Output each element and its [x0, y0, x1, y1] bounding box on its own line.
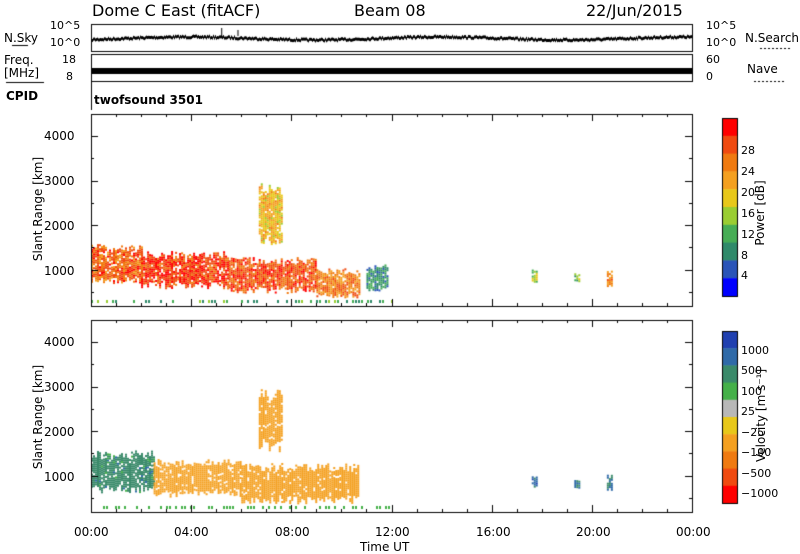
xtick-1200: 12:00 — [375, 525, 410, 539]
xtick-0000-end: 00:00 — [676, 525, 711, 539]
power-cbar-tick-16: 16 — [741, 207, 755, 220]
power-colorbar-label: Power [dB] — [753, 180, 767, 246]
vel-cbar-tick-25: 25 — [741, 405, 755, 418]
power-cbar-tick-20: 20 — [741, 186, 755, 199]
power-ytick-4000: 4000 — [44, 129, 75, 143]
freq-tick-top: 18 — [62, 53, 76, 66]
power-ytick-1000: 1000 — [44, 264, 75, 278]
xtick-2000: 20:00 — [576, 525, 611, 539]
nsky-label: N.Sky — [4, 31, 39, 45]
nsearch-label: N.Search — [745, 31, 800, 45]
nave-tick-top: 60 — [706, 53, 720, 66]
power-cbar-tick-24: 24 — [741, 165, 755, 178]
xtick-0000: 00:00 — [74, 525, 109, 539]
date-label: 22/Jun/2015 — [586, 1, 683, 20]
power-ytick-3000: 3000 — [44, 174, 75, 188]
cpid-label: CPID — [6, 89, 39, 103]
power-cbar-tick-12: 12 — [741, 228, 755, 241]
freq-tick-bottom: 8 — [66, 70, 73, 83]
nsearch-tick-bottom: 10^0 — [706, 36, 737, 49]
velocity-ytick-3000: 3000 — [44, 380, 75, 394]
velocity-ytick-1000: 1000 — [44, 470, 75, 484]
x-axis-label: Time UT — [360, 540, 410, 554]
vel-cbar-tick-100: 100 — [741, 385, 762, 398]
cpid-value: twofsound 3501 — [94, 93, 203, 107]
power-cbar-tick-8: 8 — [741, 249, 748, 262]
station-title: Dome C East (fitACF) — [92, 1, 261, 20]
power-ytick-2000: 2000 — [44, 219, 75, 233]
nsky-tick-top: 10^5 — [50, 19, 81, 32]
nave-tick-bottom: 0 — [706, 70, 713, 83]
velocity-ytick-4000: 4000 — [44, 335, 75, 349]
power-cbar-tick-28: 28 — [741, 144, 755, 157]
vel-cbar-tick-1000: 1000 — [741, 344, 769, 357]
velocity-y-axis-label: Slant Range [km] — [31, 364, 45, 470]
beam-label: Beam 08 — [354, 1, 426, 20]
vel-cbar-tick-neg1000: −1000 — [741, 487, 779, 500]
power-cbar-tick-4: 4 — [741, 269, 748, 282]
power-y-axis-label: Slant Range [km] — [31, 156, 45, 262]
xtick-0800: 08:00 — [275, 525, 310, 539]
velocity-ytick-2000: 2000 — [44, 425, 75, 439]
nave-label: Nave — [747, 62, 778, 76]
xtick-1600: 16:00 — [476, 525, 511, 539]
nsearch-tick-top: 10^5 — [706, 19, 737, 32]
vel-cbar-tick-neg25: −25 — [741, 426, 765, 439]
vel-cbar-tick-neg500: −500 — [741, 467, 772, 480]
freq-unit-label: [MHz] — [4, 66, 40, 80]
vel-cbar-tick-500: 500 — [741, 364, 762, 377]
nsky-tick-bottom: 10^0 — [50, 36, 81, 49]
vel-cbar-tick-neg100: −100 — [741, 446, 772, 459]
xtick-0400: 04:00 — [174, 525, 209, 539]
freq-label: Freq. — [4, 53, 34, 67]
